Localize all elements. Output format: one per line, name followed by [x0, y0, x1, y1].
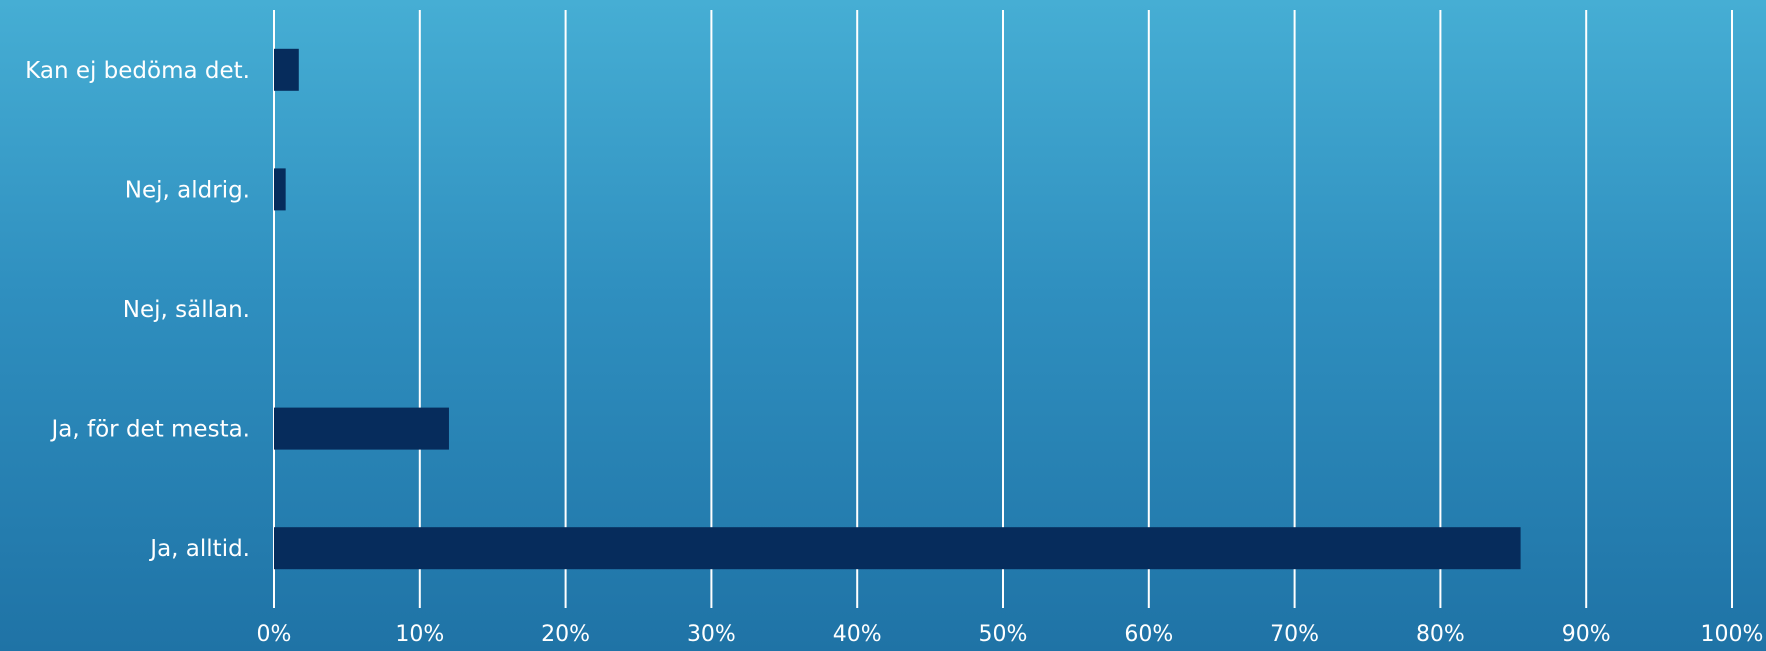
category-label: Nej, aldrig.: [125, 177, 250, 203]
x-tick-label: 10%: [395, 622, 444, 647]
bars: [274, 48, 1521, 570]
x-tick-label: 30%: [687, 622, 736, 647]
x-tick-label: 40%: [833, 622, 882, 647]
bar: [274, 48, 299, 91]
category-labels: Kan ej bedöma det. Nej, aldrig. Nej, sälla…: [25, 58, 250, 562]
x-tick-label: 60%: [1124, 622, 1173, 647]
x-tick-label: 50%: [979, 622, 1028, 647]
bar: [274, 168, 286, 211]
x-tick-label: 100%: [1701, 622, 1764, 647]
x-tick-label: 90%: [1562, 622, 1611, 647]
x-tick-label: 80%: [1416, 622, 1465, 647]
x-tick-label: 20%: [541, 622, 590, 647]
x-tick-labels: 0% 10% 20% 30% 40% 50% 60% 70% 80% 90% 100%: [257, 622, 1764, 647]
category-label: Ja, för det mesta.: [50, 417, 250, 443]
bar: [274, 407, 449, 450]
x-tick-label: 0%: [257, 622, 292, 647]
category-label: Ja, alltid.: [148, 536, 250, 562]
category-label: Nej, sällan.: [123, 297, 250, 323]
bar: [274, 527, 1521, 570]
x-tick-label: 70%: [1270, 622, 1319, 647]
category-label: Kan ej bedöma det.: [25, 58, 250, 84]
gridlines: [273, 10, 1733, 608]
